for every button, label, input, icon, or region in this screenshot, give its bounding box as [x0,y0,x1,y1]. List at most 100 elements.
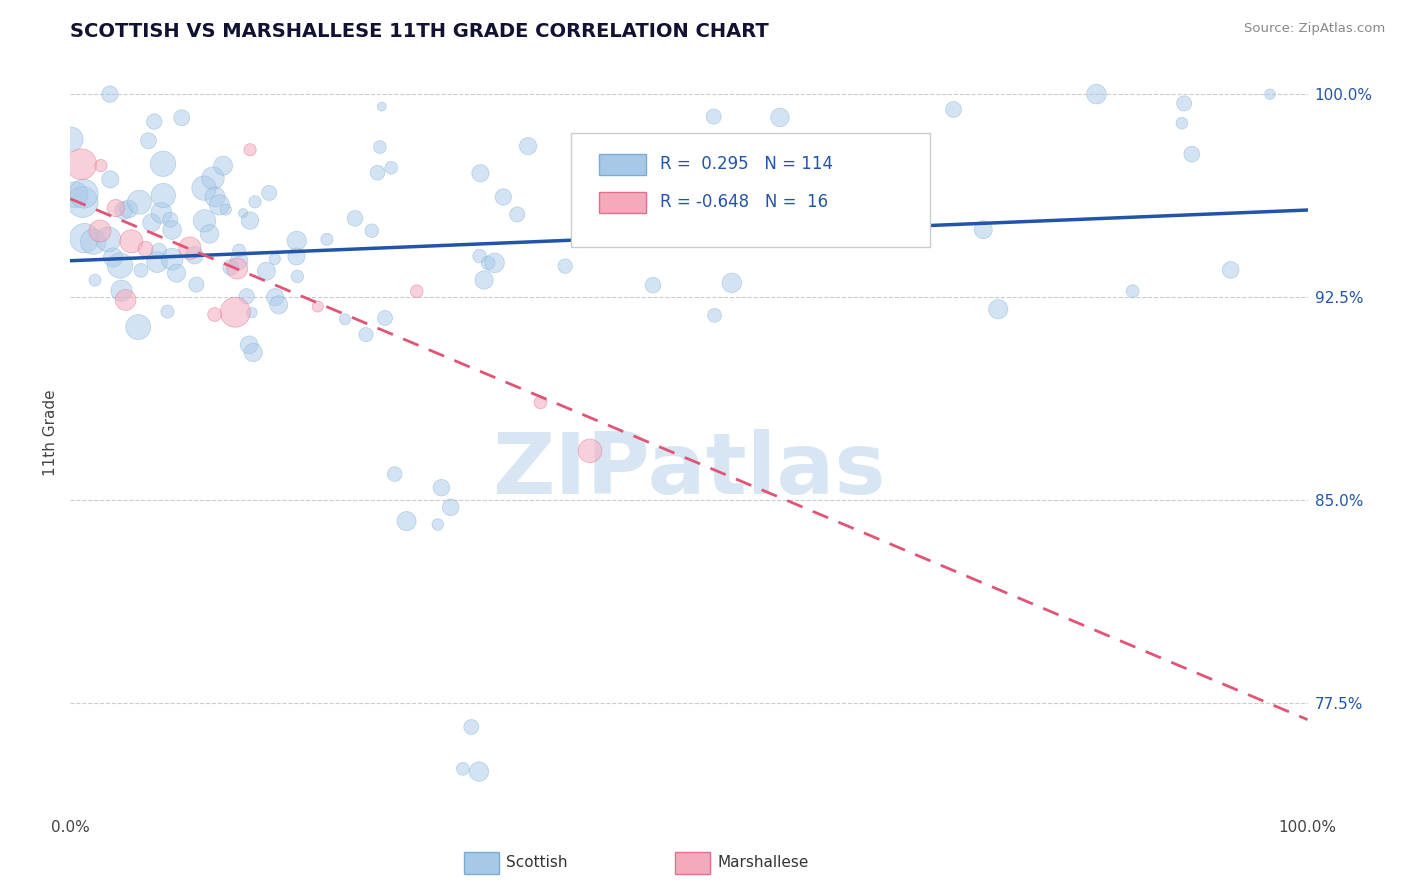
Point [468,764,491,779]
Point [343,211,366,226]
Point [492,190,515,204]
Point [849,161,872,175]
Point [73,186,96,201]
Point [972,223,994,237]
Point [641,278,664,293]
Point [101,251,124,265]
Point [148,244,170,258]
Point [484,256,506,270]
Point [198,227,221,241]
FancyBboxPatch shape [599,153,645,175]
Point [160,223,183,237]
Point [470,166,492,180]
Point [1181,147,1204,161]
Point [678,170,700,185]
Point [554,259,576,273]
Point [150,206,173,220]
Point [238,338,260,352]
Point [143,114,166,128]
Point [628,157,651,171]
Point [134,242,156,256]
Point [212,159,235,173]
Point [166,266,188,280]
Point [138,134,160,148]
Point [285,250,308,264]
Point [89,224,111,238]
Point [208,198,231,212]
Point [179,241,201,255]
Point [152,157,174,171]
Point [703,110,725,124]
Point [477,256,499,270]
Point [73,231,96,245]
Point [579,205,602,219]
Point [72,194,94,209]
Point [84,273,107,287]
Point [97,232,120,246]
Point [506,207,529,221]
Point [82,235,104,249]
Point [127,320,149,334]
Point [263,252,285,266]
Point [360,224,382,238]
Text: R =  0.295   N = 114: R = 0.295 N = 114 [661,155,834,173]
Point [727,139,749,153]
Point [240,305,263,319]
Point [90,159,112,173]
Point [426,517,449,532]
Point [769,111,792,125]
Point [430,481,453,495]
Point [285,234,308,248]
Point [152,188,174,202]
Point [468,249,491,263]
Point [368,140,391,154]
Point [366,166,388,180]
Point [70,157,93,171]
Text: Scottish: Scottish [506,855,568,870]
Point [239,143,262,157]
Point [186,277,208,292]
Point [451,762,474,776]
FancyBboxPatch shape [599,192,645,213]
Point [170,111,193,125]
Point [254,264,277,278]
Text: ZIPatlas: ZIPatlas [492,429,886,512]
Point [228,244,250,258]
Text: SCOTTISH VS MARSHALLESE 11TH GRADE CORRELATION CHART: SCOTTISH VS MARSHALLESE 11TH GRADE CORRE… [70,21,769,41]
Point [384,467,406,481]
Text: Marshallese: Marshallese [717,855,808,870]
Text: R = -0.648   N =  16: R = -0.648 N = 16 [661,194,828,211]
Point [720,276,742,290]
Point [215,202,238,217]
Point [257,186,280,200]
Point [156,304,179,318]
Point [239,213,262,227]
Point [374,310,396,325]
Point [112,203,135,218]
Point [235,289,257,303]
Point [472,273,495,287]
Point [104,201,127,215]
Point [219,260,242,275]
Point [224,305,246,319]
Point [232,206,254,220]
Point [204,308,226,322]
Point [183,248,205,262]
Point [517,139,540,153]
Point [242,345,264,359]
Point [193,181,215,195]
Point [529,395,551,409]
Point [128,195,150,210]
Point [228,253,250,268]
Point [98,172,121,186]
Y-axis label: 11th Grade: 11th Grade [44,389,59,476]
Point [114,293,136,307]
Point [703,181,725,195]
FancyBboxPatch shape [571,133,931,247]
Point [1085,87,1108,102]
Point [371,100,394,114]
Point [264,290,287,304]
Point [226,261,249,276]
Point [987,302,1010,317]
Point [579,443,602,458]
